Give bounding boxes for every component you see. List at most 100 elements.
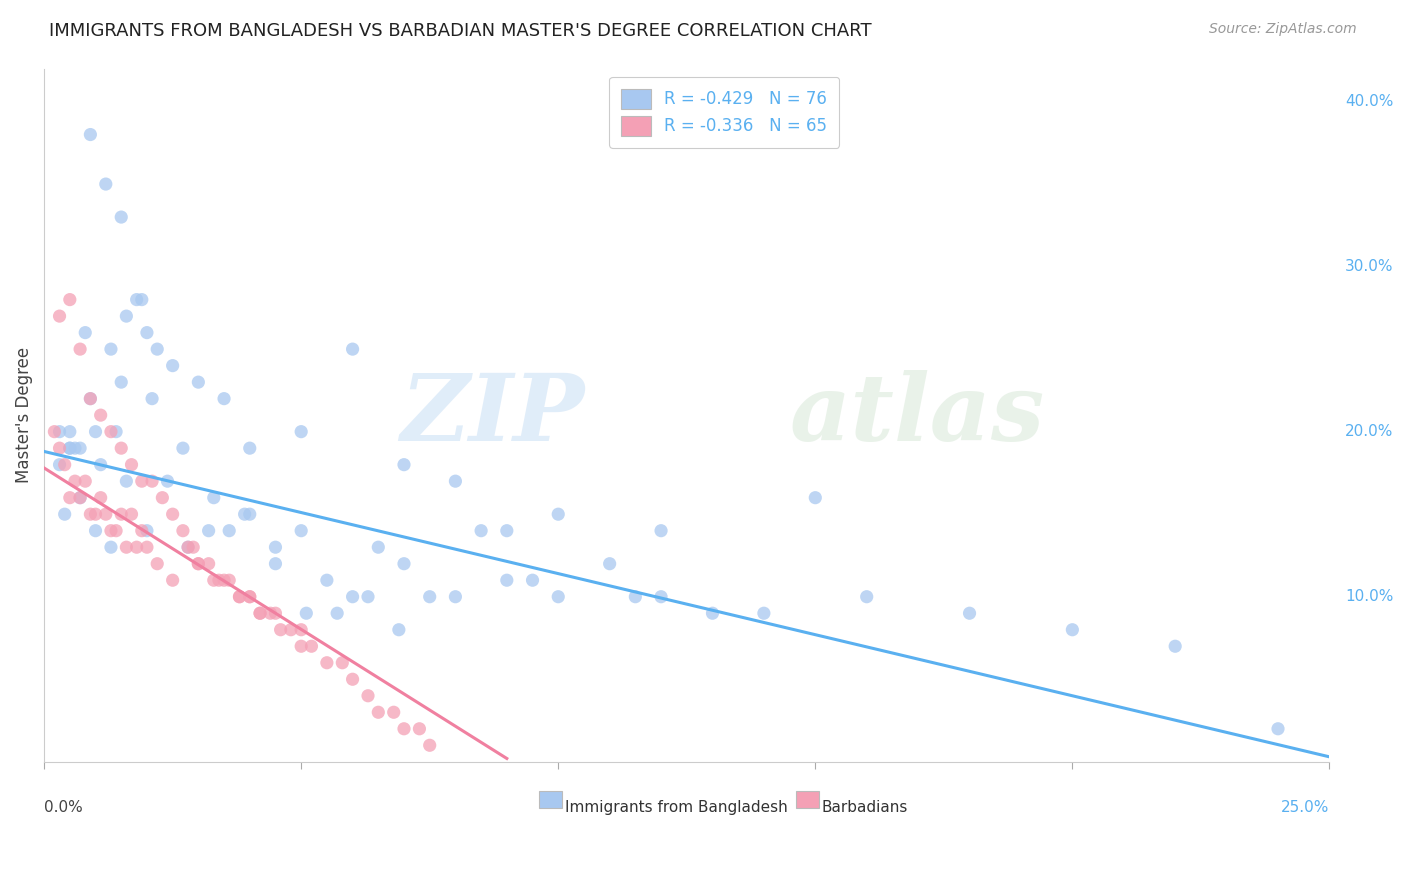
Text: 20.0%: 20.0% bbox=[1346, 425, 1393, 439]
Point bbox=[419, 739, 441, 753]
Point bbox=[187, 375, 209, 389]
Point bbox=[392, 557, 415, 571]
Point bbox=[259, 606, 281, 620]
Point bbox=[131, 524, 153, 538]
Point bbox=[330, 656, 353, 670]
Point bbox=[326, 606, 349, 620]
Point bbox=[162, 359, 184, 373]
Point bbox=[218, 573, 240, 587]
Point bbox=[79, 128, 101, 142]
Point bbox=[69, 342, 91, 356]
Point bbox=[75, 326, 97, 340]
Point bbox=[301, 639, 323, 653]
Point bbox=[342, 672, 364, 686]
Point bbox=[115, 474, 138, 488]
Point bbox=[280, 623, 302, 637]
Point bbox=[208, 573, 231, 587]
Point bbox=[90, 458, 112, 472]
Point bbox=[444, 590, 467, 604]
Point bbox=[63, 474, 86, 488]
Point bbox=[408, 722, 430, 736]
Point bbox=[357, 689, 380, 703]
Text: 25.0%: 25.0% bbox=[1281, 800, 1330, 815]
Text: Immigrants from Bangladesh: Immigrants from Bangladesh bbox=[565, 800, 787, 815]
Point bbox=[228, 590, 250, 604]
Point bbox=[177, 540, 200, 554]
Point bbox=[855, 590, 877, 604]
Point bbox=[264, 557, 287, 571]
Point bbox=[131, 293, 153, 307]
Point bbox=[172, 441, 194, 455]
Point bbox=[249, 606, 271, 620]
Point bbox=[702, 606, 724, 620]
Point bbox=[444, 474, 467, 488]
Point bbox=[105, 425, 128, 439]
Point bbox=[264, 540, 287, 554]
Point bbox=[121, 458, 143, 472]
Point bbox=[136, 540, 159, 554]
Point bbox=[141, 392, 163, 406]
Point bbox=[804, 491, 827, 505]
Point bbox=[59, 441, 82, 455]
Point bbox=[90, 491, 112, 505]
Point bbox=[59, 425, 82, 439]
Point bbox=[212, 392, 235, 406]
Point bbox=[233, 507, 256, 521]
Point bbox=[1164, 639, 1187, 653]
Point bbox=[187, 557, 209, 571]
Point bbox=[110, 375, 132, 389]
Point bbox=[187, 557, 209, 571]
Point bbox=[110, 441, 132, 455]
Point bbox=[150, 491, 173, 505]
Point bbox=[79, 392, 101, 406]
Point bbox=[249, 606, 271, 620]
Point bbox=[156, 474, 179, 488]
Point bbox=[624, 590, 647, 604]
Point bbox=[84, 524, 107, 538]
Point bbox=[79, 392, 101, 406]
Text: 40.0%: 40.0% bbox=[1346, 94, 1393, 109]
Point bbox=[342, 342, 364, 356]
Point bbox=[84, 425, 107, 439]
FancyBboxPatch shape bbox=[538, 791, 562, 808]
Point bbox=[48, 458, 70, 472]
Point bbox=[239, 441, 262, 455]
Text: ZIP: ZIP bbox=[399, 370, 583, 460]
Text: Barbadians: Barbadians bbox=[821, 800, 908, 815]
Point bbox=[125, 293, 148, 307]
Legend: R = -0.429   N = 76, R = -0.336   N = 65: R = -0.429 N = 76, R = -0.336 N = 65 bbox=[609, 77, 839, 147]
Point bbox=[162, 507, 184, 521]
Text: Source: ZipAtlas.com: Source: ZipAtlas.com bbox=[1209, 22, 1357, 37]
Point bbox=[115, 309, 138, 323]
Point bbox=[495, 524, 517, 538]
Point bbox=[218, 524, 240, 538]
Point bbox=[146, 342, 169, 356]
Point bbox=[63, 441, 86, 455]
Point bbox=[522, 573, 544, 587]
Point bbox=[650, 524, 672, 538]
Point bbox=[146, 557, 169, 571]
Point bbox=[392, 458, 415, 472]
Point bbox=[197, 524, 219, 538]
Text: 10.0%: 10.0% bbox=[1346, 590, 1393, 604]
Point bbox=[48, 425, 70, 439]
Point bbox=[69, 441, 91, 455]
Point bbox=[48, 309, 70, 323]
Point bbox=[177, 540, 200, 554]
Point bbox=[295, 606, 318, 620]
Point bbox=[752, 606, 775, 620]
Point bbox=[239, 590, 262, 604]
Point bbox=[495, 573, 517, 587]
Point bbox=[197, 557, 219, 571]
Point bbox=[315, 656, 337, 670]
Point bbox=[59, 293, 82, 307]
Point bbox=[136, 326, 159, 340]
Point bbox=[212, 573, 235, 587]
Point bbox=[53, 507, 76, 521]
Y-axis label: Master's Degree: Master's Degree bbox=[15, 347, 32, 483]
Point bbox=[290, 639, 312, 653]
Point bbox=[84, 507, 107, 521]
Point bbox=[290, 524, 312, 538]
Point bbox=[419, 590, 441, 604]
Point bbox=[202, 573, 225, 587]
